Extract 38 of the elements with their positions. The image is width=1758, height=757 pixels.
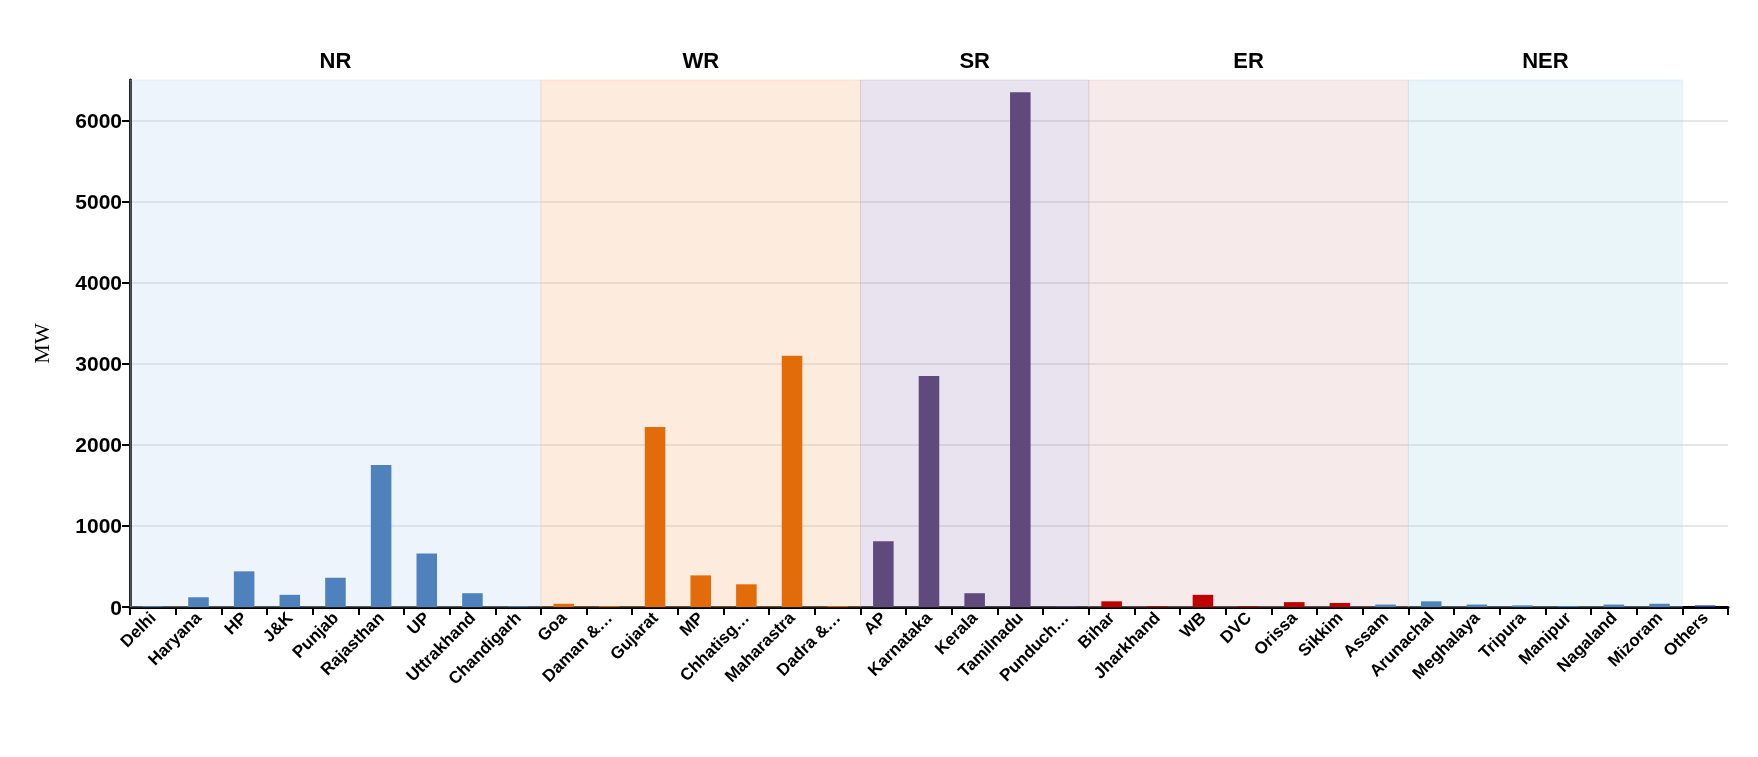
- y-tick-label: 0: [110, 595, 122, 619]
- band-label: NR: [319, 48, 352, 73]
- bar: [918, 375, 940, 607]
- bar: [462, 593, 483, 607]
- band-label: NER: [1522, 48, 1569, 73]
- bar: [1329, 602, 1351, 607]
- bar: [1649, 603, 1670, 607]
- bar: [964, 593, 985, 607]
- bar: [370, 465, 392, 607]
- bar: [644, 427, 666, 607]
- band-label: SR: [959, 48, 991, 73]
- bar: [873, 541, 894, 607]
- x-tick-label: Goa: [533, 607, 571, 646]
- bar: [325, 577, 346, 607]
- bar: [553, 603, 575, 607]
- y-tick-label: 2000: [75, 433, 122, 457]
- bar: [781, 355, 803, 607]
- bar: [1101, 601, 1122, 607]
- y-tick-label: 1000: [75, 514, 122, 538]
- bar: [1420, 601, 1442, 607]
- bar: [188, 597, 209, 607]
- y-axis-title: MW: [28, 323, 54, 364]
- x-tick-label: HP: [220, 608, 251, 639]
- bar: [233, 571, 255, 607]
- bar: [1283, 602, 1305, 607]
- y-tick-label: 6000: [75, 109, 122, 133]
- x-tick-label: WB: [1176, 608, 1210, 642]
- y-tick-label: 5000: [75, 190, 122, 214]
- y-tick-label: 4000: [75, 271, 122, 295]
- y-tick-label: 3000: [75, 352, 122, 376]
- band-label: ER: [1233, 48, 1264, 73]
- bar: [1010, 92, 1031, 607]
- bar: [279, 594, 301, 607]
- band-label: WR: [682, 48, 720, 73]
- bar: [736, 584, 757, 607]
- bar: [416, 553, 438, 607]
- bar: [1192, 594, 1214, 607]
- bar: [690, 575, 711, 607]
